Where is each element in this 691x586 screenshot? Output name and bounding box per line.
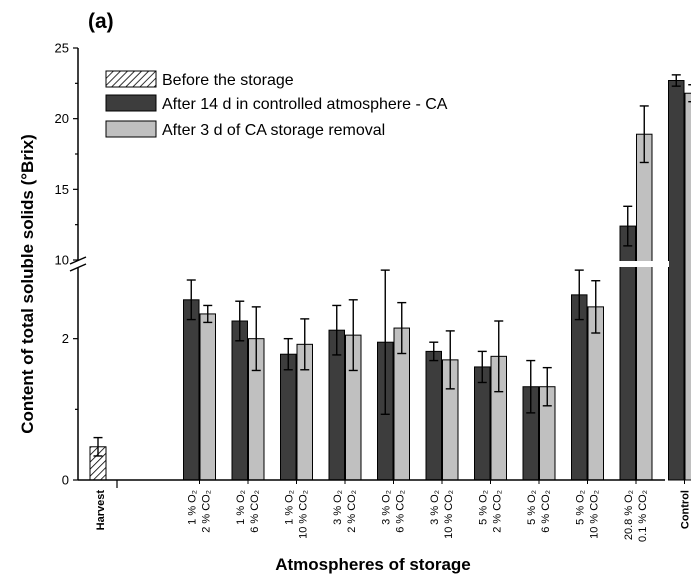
panel-label: (a) <box>88 10 114 33</box>
legend-swatch-before <box>106 71 156 87</box>
legend-label-after3: After 3 d of CA storage removal <box>162 122 385 139</box>
x-category-label-co2-5o2-2co2: 2 % CO₂ <box>492 490 504 533</box>
x-category-label-o2-5o2-2co2: 5 % O₂ <box>478 490 490 525</box>
bar-after3-1o2-2co2 <box>200 314 216 480</box>
x-category-label-o2-20.8o2-0.1co2: 20.8 % O₂ <box>623 490 635 540</box>
x-category-label-co2-1o2-6co2: 6 % CO₂ <box>249 490 261 533</box>
y-tick-label-0: 0 <box>62 473 69 488</box>
x-category-label-o2-3o2-10co2: 3 % O₂ <box>429 490 441 525</box>
x-category-label-o2-3o2-6co2: 3 % O₂ <box>381 490 393 525</box>
bar-after14-5o2-2co2 <box>475 367 491 480</box>
bar-after3-20.8o2-0.1co2 <box>637 134 653 480</box>
x-category-label-o2-3o2-2co2: 3 % O₂ <box>332 490 344 525</box>
x-category-label-co2-3o2-6co2: 6 % CO₂ <box>395 490 407 533</box>
legend-swatch-after14 <box>106 95 156 111</box>
y-tick-label-25: 25 <box>55 41 69 56</box>
bar-after14-5o2-10co2 <box>572 295 588 480</box>
x-category-label-co2-1o2-2co2: 2 % CO₂ <box>201 490 213 533</box>
bar-after14-1o2-2co2 <box>184 300 200 480</box>
legend-swatch-after3 <box>106 121 156 137</box>
legend: Before the storage After 14 d in controll… <box>106 71 448 139</box>
x-category-label-co2-1o2-10co2: 10 % CO₂ <box>298 490 310 539</box>
bar-after14-3o2-10co2 <box>426 351 442 480</box>
x-category-label-co2-5o2-6co2: 6 % CO₂ <box>540 490 552 533</box>
x-category-label-co2-3o2-2co2: 2 % CO₂ <box>346 490 358 533</box>
y-tick-labels: 10 15 20 25 0 2 <box>55 41 69 488</box>
y-tick-label-2: 2 <box>62 331 69 346</box>
bar-after14-1o2-6co2 <box>232 321 248 480</box>
x-category-label-o2-5o2-10co2: 5 % O₂ <box>575 490 587 525</box>
y-tick-label-20: 20 <box>55 111 69 126</box>
y-tick-label-15: 15 <box>55 182 69 197</box>
legend-label-before: Before the storage <box>162 72 294 89</box>
x-category-label-o2-1o2-2co2: 1 % O₂ <box>187 490 199 525</box>
x-category-label-co2-3o2-10co2: 10 % CO₂ <box>443 490 455 539</box>
x-axis-title: Atmospheres of storage <box>275 555 471 574</box>
bar-after3-control <box>685 93 691 480</box>
x-category-label-o2-1o2-6co2: 1 % O₂ <box>235 490 247 525</box>
bar-after14-1o2-10co2 <box>281 354 297 480</box>
axis-break-gap <box>70 261 669 267</box>
x-category-label-o2-1o2-10co2: 1 % O₂ <box>284 490 296 525</box>
bar-after14-control <box>669 81 685 480</box>
x-category-label-harvest: Harvest <box>95 490 107 531</box>
x-category-label-co2-5o2-10co2: 10 % CO₂ <box>589 490 601 539</box>
x-category-label-o2-5o2-6co2: 5 % O₂ <box>526 490 538 525</box>
x-category-label-control: Control <box>680 490 691 529</box>
x-category-label-co2-20.8o2-0.1co2: 0.1 % CO₂ <box>637 490 649 542</box>
y-axis-title: Content of total soluble solids (°Brix) <box>18 134 37 434</box>
legend-label-after14: After 14 d in controlled atmosphere - CA <box>162 96 448 113</box>
y-tick-label-10: 10 <box>55 253 69 268</box>
